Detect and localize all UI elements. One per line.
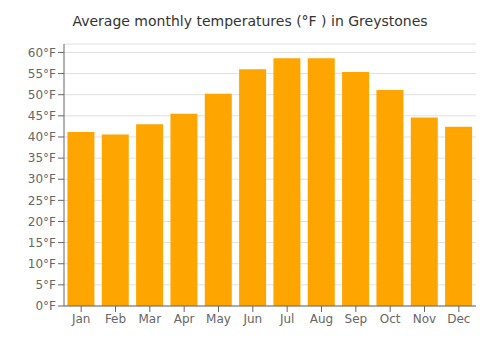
svg-text:30°F: 30°F xyxy=(28,172,56,186)
svg-text:40°F: 40°F xyxy=(28,130,56,144)
svg-text:May: May xyxy=(206,312,231,326)
svg-text:Mar: Mar xyxy=(139,312,162,326)
svg-text:45°F: 45°F xyxy=(28,109,56,123)
svg-text:10°F: 10°F xyxy=(28,257,56,271)
svg-text:15°F: 15°F xyxy=(28,236,56,250)
svg-text:Nov: Nov xyxy=(413,312,436,326)
svg-text:50°F: 50°F xyxy=(28,88,56,102)
svg-text:5°F: 5°F xyxy=(35,278,56,292)
svg-text:35°F: 35°F xyxy=(28,151,56,165)
svg-text:Jan: Jan xyxy=(71,312,91,326)
svg-text:Oct: Oct xyxy=(380,312,401,326)
svg-text:60°F: 60°F xyxy=(28,46,56,60)
svg-text:Apr: Apr xyxy=(174,312,195,326)
svg-text:55°F: 55°F xyxy=(28,67,56,81)
svg-text:Feb: Feb xyxy=(105,312,126,326)
svg-text:Sep: Sep xyxy=(345,312,368,326)
html-text:Average monthly temperatures (: Average monthly temperatures (°F ) in Gr… xyxy=(72,13,428,29)
svg-text:Jun: Jun xyxy=(242,312,262,326)
svg-text:Jul: Jul xyxy=(279,312,294,326)
svg-text:25°F: 25°F xyxy=(28,194,56,208)
svg-text:Aug: Aug xyxy=(310,312,333,326)
svg-text:20°F: 20°F xyxy=(28,215,56,229)
svg-text:Dec: Dec xyxy=(447,312,470,326)
svg-text:0°F: 0°F xyxy=(35,299,56,313)
